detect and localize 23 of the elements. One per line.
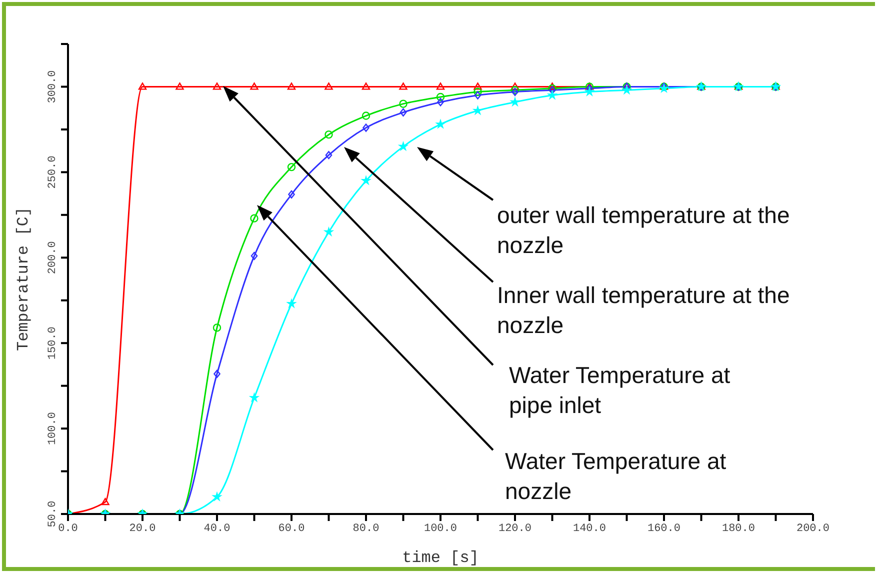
x-tick-label: 200.0: [796, 522, 830, 535]
x-tick-label: 140.0: [572, 522, 606, 535]
x-tick-label: 80.0: [352, 522, 380, 535]
annotation: Inner wall temperature at the nozzle: [497, 281, 791, 340]
y-axis-title: Temperature [C]: [14, 206, 33, 352]
annotation: outer wall temperature at the nozzle: [497, 201, 791, 260]
x-tick-label: 160.0: [647, 522, 681, 535]
x-tick-label: 180.0: [722, 522, 756, 535]
annotation: Water Temperature at pipe inlet: [509, 361, 732, 420]
x-tick-label: 0.0: [58, 522, 78, 535]
y-tick-label: 300.0: [47, 70, 59, 104]
y-tick-label: 50.0: [47, 500, 59, 528]
x-tick-label: 20.0: [129, 522, 156, 535]
x-tick-label: 100.0: [424, 522, 458, 535]
y-tick-label: 250.0: [47, 156, 59, 189]
y-tick-label: 150.0: [47, 326, 59, 360]
x-tick-label: 60.0: [278, 522, 305, 535]
annotation: Water Temperature at nozzle: [505, 447, 728, 506]
y-tick-label: 200.0: [47, 241, 59, 274]
x-axis-title: time [s]: [402, 549, 479, 567]
x-tick-label: 40.0: [204, 522, 230, 535]
y-tick-label: 100.0: [47, 412, 59, 446]
x-tick-label: 120.0: [498, 522, 532, 535]
